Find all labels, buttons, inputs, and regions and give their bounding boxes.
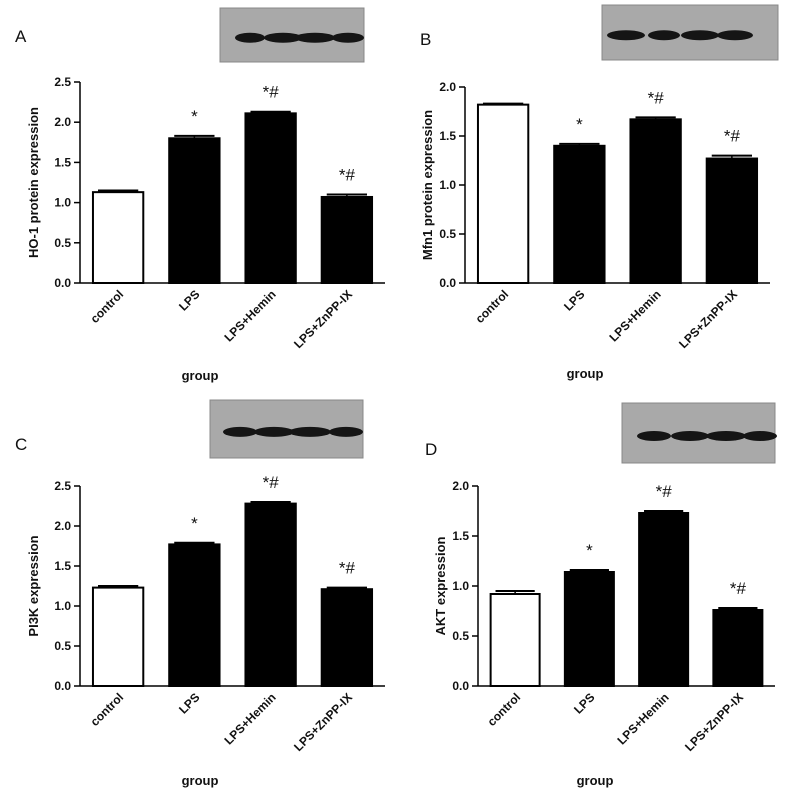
bar xyxy=(638,512,690,687)
bar xyxy=(629,118,682,284)
blot-band xyxy=(235,32,265,43)
y-tick-label: 1.0 xyxy=(54,599,71,613)
bar xyxy=(705,157,759,284)
y-tick-label: 1.5 xyxy=(54,155,71,169)
x-tick-label: LPS xyxy=(571,690,597,716)
bar xyxy=(489,593,541,687)
significance-label: * xyxy=(586,541,593,560)
significance-label: *# xyxy=(263,83,280,102)
panel-label: A xyxy=(15,27,27,46)
blot-band xyxy=(254,426,294,437)
panel-label: B xyxy=(420,30,431,49)
y-tick-label: 1.0 xyxy=(439,178,456,192)
blot-band xyxy=(706,431,746,441)
x-tick-label: control xyxy=(485,690,524,729)
y-tick-label: 2.0 xyxy=(54,115,71,129)
y-tick-label: 2.0 xyxy=(452,479,469,493)
y-axis-label: PI3K expression xyxy=(26,535,41,636)
x-tick-label: LPS+ZnPP-IX xyxy=(291,690,355,754)
blot-band xyxy=(607,30,645,41)
x-tick-label: control xyxy=(88,690,127,729)
significance-label: *# xyxy=(339,166,356,185)
significance-label: *# xyxy=(730,579,747,598)
y-tick-label: 0.0 xyxy=(439,276,456,290)
x-tick-label: LPS xyxy=(561,287,587,313)
blot-band xyxy=(332,32,364,43)
x-axis-label: group xyxy=(567,366,604,381)
x-tick-label: LPS+ZnPP-IX xyxy=(291,287,355,351)
bar xyxy=(712,609,764,687)
bar xyxy=(244,502,297,687)
bar xyxy=(320,195,374,284)
x-tick-label: LPS+Hemin xyxy=(606,287,663,344)
x-tick-label: LPS+ZnPP-IX xyxy=(676,287,740,351)
y-tick-label: 2.5 xyxy=(54,479,71,493)
y-tick-label: 0.5 xyxy=(439,227,456,241)
x-tick-label: LPS+Hemin xyxy=(221,690,278,747)
x-tick-label: LPS+ZnPP-IX xyxy=(682,690,746,754)
y-tick-label: 1.5 xyxy=(54,559,71,573)
bar xyxy=(91,586,145,687)
x-axis-label: group xyxy=(577,773,614,788)
y-tick-label: 1.0 xyxy=(452,579,469,593)
blot-band xyxy=(289,426,331,437)
bar xyxy=(168,543,221,688)
y-tick-label: 0.5 xyxy=(54,236,71,250)
x-tick-label: LPS xyxy=(176,690,202,716)
significance-label: *# xyxy=(263,473,280,492)
y-tick-label: 0.0 xyxy=(54,679,71,693)
y-axis-label: HO-1 protein expression xyxy=(26,107,41,258)
y-tick-label: 2.5 xyxy=(54,75,71,89)
blot-band xyxy=(223,426,257,437)
blot-band xyxy=(717,30,753,41)
y-tick-label: 0.5 xyxy=(54,639,71,653)
x-axis-label: group xyxy=(182,368,219,383)
bar xyxy=(91,191,145,284)
bar xyxy=(563,571,615,687)
blot-band xyxy=(264,32,302,43)
y-axis-label: Mfn1 protein expression xyxy=(420,110,435,260)
x-tick-label: LPS+Hemin xyxy=(614,690,671,747)
y-axis-label: AKT expression xyxy=(433,536,448,635)
blot-band xyxy=(648,30,680,41)
blot-band xyxy=(743,431,777,441)
significance-label: * xyxy=(191,514,198,533)
x-tick-label: LPS+Hemin xyxy=(221,287,278,344)
y-tick-label: 1.5 xyxy=(452,529,469,543)
bar xyxy=(320,588,374,688)
significance-label: * xyxy=(191,107,198,126)
significance-label: *# xyxy=(724,127,741,146)
blot-band xyxy=(671,431,709,441)
significance-label: *# xyxy=(339,559,356,578)
y-tick-label: 1.5 xyxy=(439,129,456,143)
bar xyxy=(476,103,530,284)
blot-band xyxy=(637,431,671,441)
x-tick-label: control xyxy=(88,287,127,326)
bar xyxy=(244,112,297,284)
y-tick-label: 0.5 xyxy=(452,629,469,643)
y-tick-label: 0.0 xyxy=(54,276,71,290)
significance-label: *# xyxy=(656,482,673,501)
x-tick-label: LPS xyxy=(176,287,202,313)
y-tick-label: 2.0 xyxy=(54,519,71,533)
y-tick-label: 2.0 xyxy=(439,80,456,94)
significance-label: * xyxy=(576,115,583,134)
blot-band xyxy=(329,426,363,437)
y-tick-label: 1.0 xyxy=(54,196,71,210)
x-tick-label: control xyxy=(473,287,512,326)
x-axis-label: group xyxy=(182,773,219,788)
panel-label: D xyxy=(425,440,437,459)
significance-label: *# xyxy=(648,88,665,107)
blot-band xyxy=(681,30,719,41)
y-tick-label: 0.0 xyxy=(452,679,469,693)
blot-band xyxy=(295,32,335,43)
bar xyxy=(553,144,606,284)
bar xyxy=(168,137,221,284)
panel-label: C xyxy=(15,435,27,454)
